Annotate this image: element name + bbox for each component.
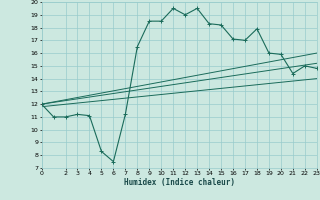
X-axis label: Humidex (Indice chaleur): Humidex (Indice chaleur) — [124, 178, 235, 187]
